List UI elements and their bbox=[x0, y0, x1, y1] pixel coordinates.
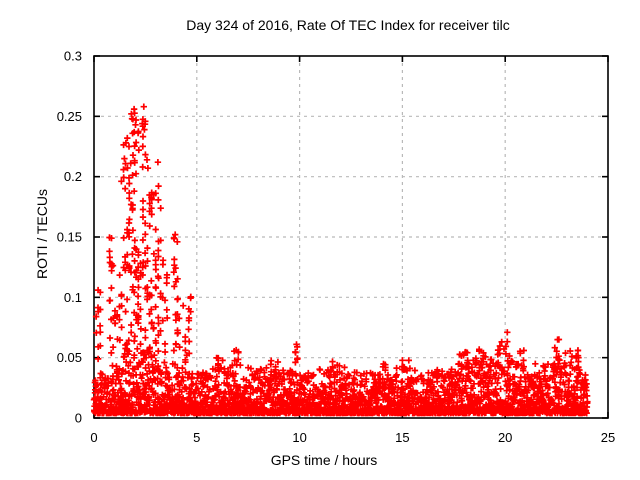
x-tick-label: 15 bbox=[395, 430, 409, 445]
y-tick-label: 0.15 bbox=[57, 230, 82, 245]
y-tick-label: 0.3 bbox=[64, 49, 82, 64]
x-tick-label: 5 bbox=[193, 430, 200, 445]
chart-title: Day 324 of 2016, Rate Of TEC Index for r… bbox=[186, 17, 509, 33]
x-tick-label: 25 bbox=[601, 430, 615, 445]
x-tick-label: 20 bbox=[498, 430, 512, 445]
y-tick-label: 0.1 bbox=[64, 290, 82, 305]
y-tick-label: 0.25 bbox=[57, 109, 82, 124]
x-axis-label: GPS time / hours bbox=[271, 452, 378, 468]
tick-labels: 0 5 10 15 20 25 0 0.05 0.1 0.15 0.2 0.25 0.3 bbox=[57, 49, 616, 446]
y-tick-label: 0 bbox=[75, 411, 82, 426]
y-axis-label: ROTI / TECUs bbox=[34, 189, 50, 279]
x-tick-label: 10 bbox=[292, 430, 306, 445]
y-tick-label: 0.05 bbox=[57, 350, 82, 365]
y-tick-label: 0.2 bbox=[64, 169, 82, 184]
x-tick-label: 0 bbox=[90, 430, 97, 445]
data-points-scatter bbox=[90, 103, 591, 417]
